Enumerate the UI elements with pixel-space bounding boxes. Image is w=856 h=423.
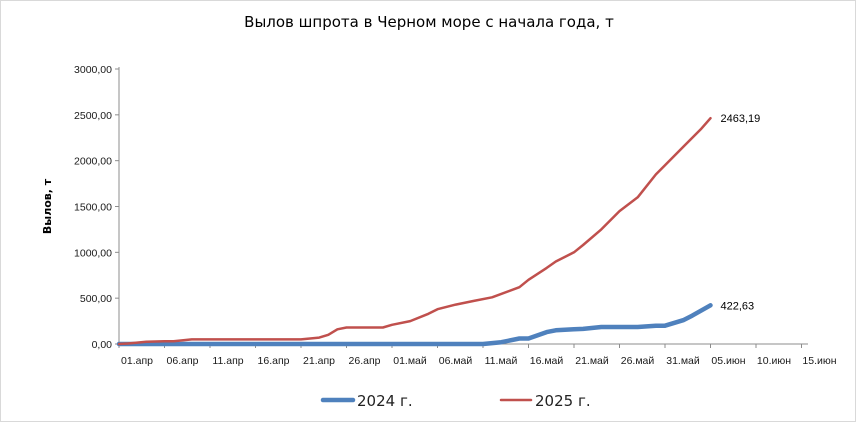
x-tick-label: 16.май: [530, 355, 564, 367]
x-tick-label: 01.май: [393, 355, 427, 367]
legend-label-1: 2025 г.: [535, 392, 591, 410]
y-tick-label: 3000,00: [74, 64, 112, 76]
series-line-0: [116, 303, 713, 347]
x-tick-label: 21.май: [575, 355, 609, 367]
y-tick-label: 2000,00: [74, 156, 112, 168]
y-tick-label: 1500,00: [74, 202, 112, 214]
x-tick-label: 31.май: [666, 355, 700, 367]
x-tick-label: 06.апр: [167, 355, 199, 367]
x-tick-label: 15.июн: [802, 355, 836, 367]
series-line-1: [117, 116, 712, 346]
x-tick-label: 06.май: [439, 355, 473, 367]
x-tick-label: 11.май: [485, 355, 518, 367]
x-tick-label: 26.апр: [349, 355, 381, 367]
x-tick-label: 01.апр: [121, 355, 153, 367]
y-tick-label: 500,00: [80, 293, 112, 305]
x-tick-label: 26.май: [621, 355, 655, 367]
y-tick-label: 1000,00: [74, 247, 112, 259]
end-data-label-0: 422,63: [721, 300, 755, 312]
end-data-label-1: 2463,19: [721, 113, 761, 125]
y-axis-label: Вылов, т: [41, 178, 54, 234]
chart-title: Вылов шпрота в Черном море с начала года…: [244, 13, 614, 31]
x-tick-label: 21.апр: [303, 355, 335, 367]
y-tick-label: 2500,00: [74, 110, 112, 122]
x-tick-label: 16.апр: [258, 355, 290, 367]
x-tick-label: 05.июн: [711, 355, 745, 367]
legend-label-0: 2024 г.: [357, 392, 413, 410]
x-tick-label: 10.июн: [757, 355, 791, 367]
y-tick-label: 0,00: [92, 339, 113, 351]
x-tick-label: 11.апр: [212, 355, 243, 367]
